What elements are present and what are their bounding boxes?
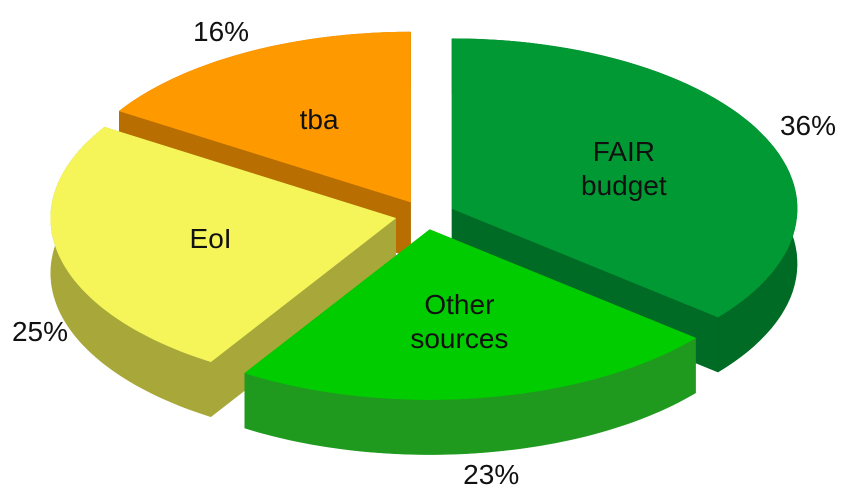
value-label: 16% — [193, 16, 250, 48]
slice-label: Other sources — [410, 288, 509, 354]
value-label: 23% — [463, 459, 520, 491]
slice-top — [50, 126, 397, 363]
slice-top — [244, 229, 697, 400]
value-label: 36% — [779, 110, 837, 142]
slice-label: FAIR budget — [581, 135, 667, 201]
slice-label: tba — [299, 104, 339, 136]
slice-top — [118, 31, 411, 203]
slice-top — [451, 38, 798, 318]
value-label: 25% — [11, 316, 69, 348]
slice — [244, 229, 697, 455]
slice-label: EoI — [189, 222, 232, 254]
